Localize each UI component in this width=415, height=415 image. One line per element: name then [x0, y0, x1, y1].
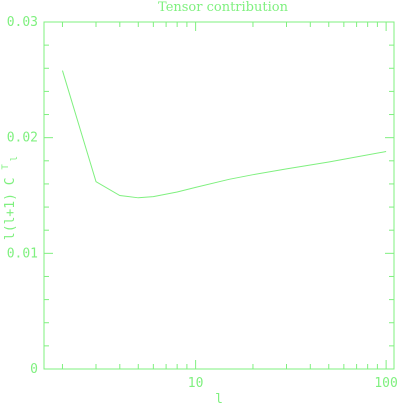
plot-frame [43, 21, 395, 370]
y-tick-label: 0 [30, 362, 38, 377]
x-axis-ticks: 10 100 [61, 22, 398, 391]
y-axis-label-superscript: T [1, 164, 11, 170]
x-axis-label: l [215, 392, 223, 407]
x-tick-label: 100 [374, 376, 397, 391]
y-tick-label: 0.03 [7, 15, 38, 30]
chart-title: Tensor contribution [158, 0, 289, 15]
y-axis-label: l(l+1) C T l [0, 156, 20, 240]
y-axis-ticks: 0 0.01 0.02 0.03 [7, 15, 394, 377]
y-axis-label-subscript: l [10, 156, 20, 161]
series-line [61, 70, 387, 199]
series-layer [61, 70, 387, 199]
y-tick-label: 0.01 [7, 246, 38, 261]
y-axis-label-group: l(l+1) C T l [0, 156, 20, 240]
y-axis-label-main: l(l+1) C [3, 177, 18, 240]
y-tick-label: 0.02 [7, 131, 38, 146]
x-tick-label: 10 [188, 376, 204, 391]
